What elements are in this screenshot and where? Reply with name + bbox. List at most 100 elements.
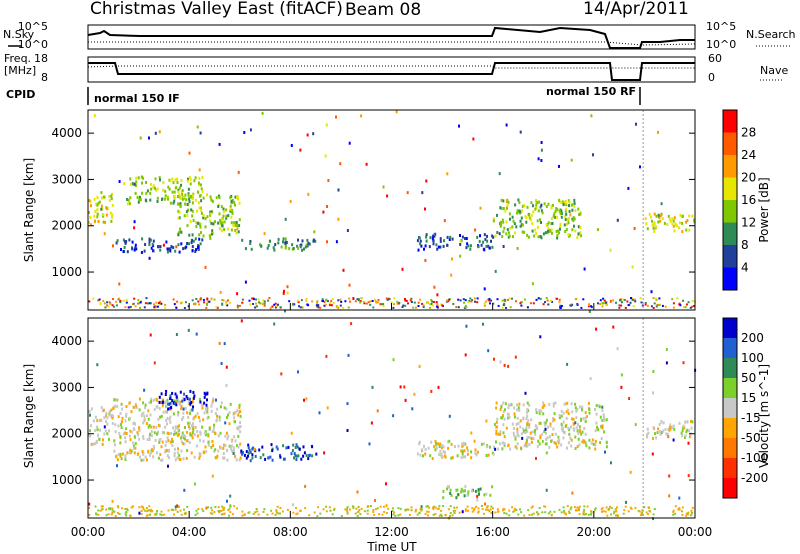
ground-scatter-cell <box>210 297 213 300</box>
scatter-cell <box>167 439 170 443</box>
echo-cell <box>226 416 228 419</box>
scatter-cell <box>514 355 517 359</box>
ground-scatter-cell <box>587 513 590 516</box>
echo-cell <box>291 243 294 247</box>
echo-cell <box>671 217 674 221</box>
echo-cell <box>152 398 155 402</box>
echo-cell <box>276 447 279 451</box>
ground-scatter-cell <box>97 509 100 512</box>
echo-cell <box>161 430 164 434</box>
echo-cell <box>217 221 220 225</box>
echo-cell <box>168 448 170 452</box>
ground-scatter-cell <box>125 301 128 304</box>
echo-cell <box>221 221 224 225</box>
scatter-cell <box>635 122 637 126</box>
echo-cell <box>601 419 604 422</box>
echo-cell <box>526 407 529 411</box>
ground-scatter-cell <box>140 505 143 508</box>
ground-scatter-cell <box>373 513 376 516</box>
ground-scatter-cell <box>410 301 413 303</box>
ground-scatter-cell <box>142 506 144 509</box>
ground-scatter-cell <box>599 299 602 302</box>
echo-cell <box>206 398 208 402</box>
ground-scatter-cell <box>640 301 643 304</box>
echo-cell <box>595 421 598 425</box>
scatter-cell <box>499 360 502 364</box>
echo-cell <box>190 241 193 245</box>
echo-cell <box>108 410 111 414</box>
echo-cell <box>204 445 207 449</box>
scatter-cell <box>199 131 202 135</box>
scatter-cell <box>424 259 427 262</box>
echo-cell <box>220 401 223 405</box>
ground-scatter-cell <box>243 514 246 516</box>
ground-scatter-cell <box>262 510 265 513</box>
ground-scatter-cell <box>503 298 506 301</box>
ground-scatter-cell <box>455 306 458 309</box>
echo-cell <box>273 248 276 252</box>
scatter-cell <box>616 347 619 351</box>
echo-cell <box>311 445 314 449</box>
echo-cell <box>307 457 310 461</box>
echo-cell <box>219 219 222 222</box>
ground-scatter-cell <box>465 306 468 309</box>
echo-cell <box>549 422 552 426</box>
scatter-cell <box>282 291 285 295</box>
scatter-cell <box>540 203 543 207</box>
ground-scatter-cell <box>473 507 476 510</box>
echo-cell <box>417 248 420 252</box>
echo-cell <box>492 235 495 239</box>
echo-cell <box>231 208 234 212</box>
scatter-cell <box>589 377 592 381</box>
ground-scatter-cell <box>560 511 563 514</box>
echo-cell <box>183 392 186 396</box>
echo-cell <box>521 230 524 234</box>
echo-cell <box>543 430 546 433</box>
echo-cell <box>101 196 103 200</box>
echo-cell <box>130 410 133 414</box>
echo-cell <box>201 406 204 410</box>
echo-cell <box>195 248 198 252</box>
echo-cell <box>110 194 113 198</box>
echo-cell <box>130 430 133 434</box>
ground-scatter-cell <box>488 299 491 302</box>
ground-scatter-cell <box>296 299 299 302</box>
echo-cell <box>184 435 187 439</box>
echo-cell <box>502 207 505 210</box>
ground-scatter-cell <box>583 513 586 516</box>
ground-scatter-cell <box>528 513 531 516</box>
ground-scatter-cell <box>139 306 141 309</box>
ground-scatter-cell <box>191 299 194 302</box>
scatter-cell <box>240 319 243 323</box>
scatter-cell <box>118 180 121 183</box>
echo-cell <box>139 455 141 459</box>
ground-scatter-cell <box>442 505 445 507</box>
ground-scatter-cell <box>137 299 140 302</box>
echo-cell <box>173 197 176 201</box>
echo-cell <box>230 447 232 451</box>
echo-cell <box>499 206 502 210</box>
ground-scatter-cell <box>558 508 561 511</box>
echo-cell <box>140 458 143 462</box>
ground-scatter-cell <box>213 511 216 513</box>
echo-cell <box>599 441 602 445</box>
echo-cell <box>522 429 525 433</box>
echo-cell <box>518 402 521 406</box>
ground-scatter-cell <box>433 505 436 508</box>
echo-cell <box>108 198 111 202</box>
echo-cell <box>527 235 530 239</box>
echo-cell <box>191 426 194 430</box>
echo-cell <box>646 435 648 439</box>
ground-scatter-cell <box>453 512 456 514</box>
echo-cell <box>487 244 490 248</box>
echo-cell <box>212 397 215 401</box>
ground-scatter-cell <box>615 514 618 517</box>
echo-cell <box>136 431 139 435</box>
colorbar-tick-label: -100 <box>741 451 768 465</box>
echo-cell <box>600 425 603 429</box>
scatter-cell <box>368 442 371 446</box>
echo-cell <box>490 239 492 243</box>
echo-cell <box>189 389 192 393</box>
ground-scatter-cell <box>519 508 521 511</box>
echo-cell <box>239 425 242 429</box>
